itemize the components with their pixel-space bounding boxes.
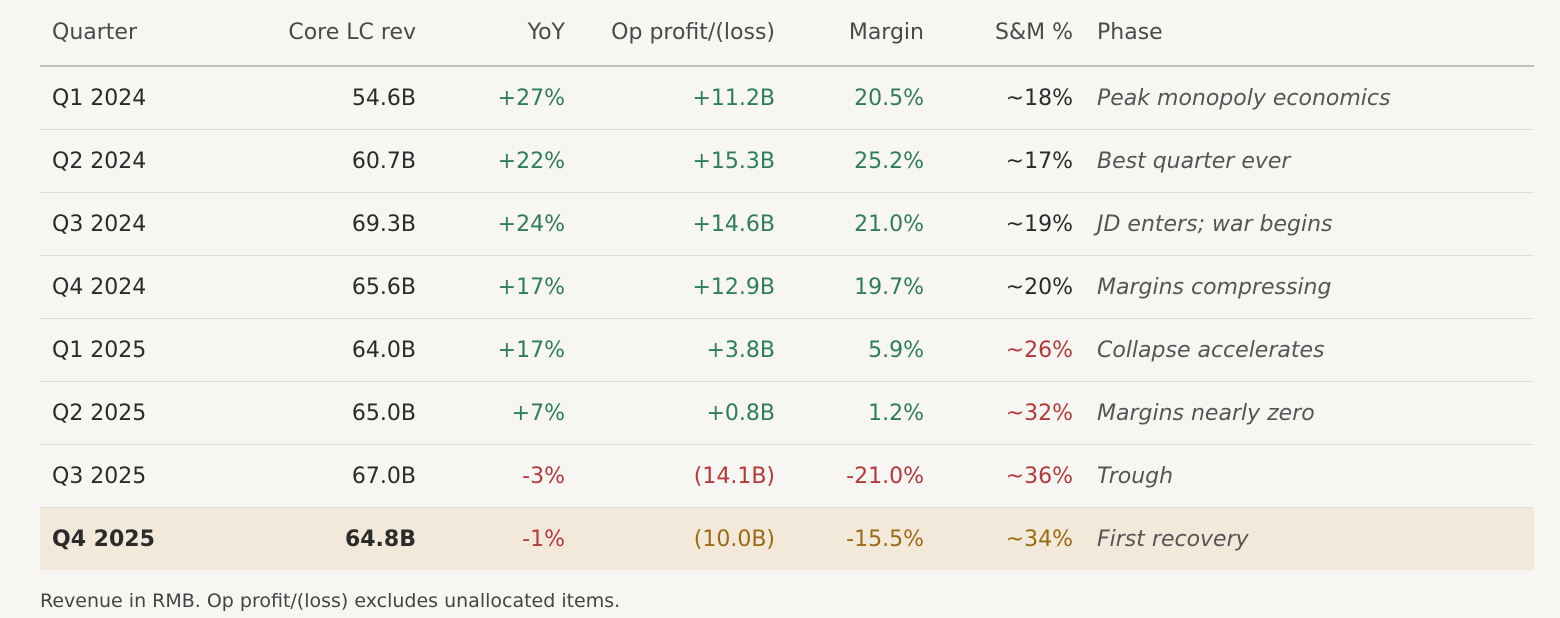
cell-quarter: Q3 2024 — [40, 192, 190, 256]
table-row: Q4 2024 65.6B +17% +12.9B 19.7% ~20% Mar… — [40, 255, 1534, 319]
table-row: Q2 2024 60.7B +22% +15.3B 25.2% ~17% Bes… — [40, 129, 1534, 193]
cell-quarter: Q1 2024 — [40, 66, 190, 130]
table-row: Q1 2024 54.6B +27% +11.2B 20.5% ~18% Pea… — [40, 66, 1534, 130]
cell-phase: First recovery — [1073, 507, 1534, 570]
cell-margin: -21.0% — [775, 444, 924, 508]
cell-quarter: Q4 2024 — [40, 255, 190, 319]
cell-revenue: 64.0B — [190, 318, 416, 382]
header-sm-pct: S&M % — [924, 0, 1073, 67]
cell-quarter: Q2 2025 — [40, 381, 190, 445]
cell-op-profit: +11.2B — [565, 66, 775, 130]
table-header-row: Quarter Core LC rev YoY Op profit/(loss)… — [40, 0, 1534, 67]
cell-op-profit: +14.6B — [565, 192, 775, 256]
cell-sm-pct: ~32% — [924, 381, 1073, 445]
quarterly-results-table: Quarter Core LC rev YoY Op profit/(loss)… — [40, 0, 1534, 570]
header-margin: Margin — [775, 0, 924, 67]
cell-phase: Margins compressing — [1073, 255, 1534, 319]
cell-yoy: -3% — [416, 444, 565, 508]
table-row: Q1 2025 64.0B +17% +3.8B 5.9% ~26% Colla… — [40, 318, 1534, 382]
cell-sm-pct: ~18% — [924, 66, 1073, 130]
cell-yoy: +17% — [416, 255, 565, 319]
header-revenue: Core LC rev — [190, 0, 416, 67]
header-yoy: YoY — [416, 0, 565, 67]
cell-phase: Best quarter ever — [1073, 129, 1534, 193]
cell-sm-pct: ~36% — [924, 444, 1073, 508]
cell-quarter: Q2 2024 — [40, 129, 190, 193]
cell-quarter: Q3 2025 — [40, 444, 190, 508]
header-op-profit: Op profit/(loss) — [565, 0, 775, 67]
cell-op-profit: +15.3B — [565, 129, 775, 193]
table-row: Q3 2025 67.0B -3% (14.1B) -21.0% ~36% Tr… — [40, 444, 1534, 508]
cell-phase: Collapse accelerates — [1073, 318, 1534, 382]
cell-op-profit: +3.8B — [565, 318, 775, 382]
cell-revenue: 54.6B — [190, 66, 416, 130]
cell-margin: 25.2% — [775, 129, 924, 193]
cell-yoy: +22% — [416, 129, 565, 193]
cell-yoy: +17% — [416, 318, 565, 382]
cell-yoy: +7% — [416, 381, 565, 445]
cell-phase: JD enters; war begins — [1073, 192, 1534, 256]
cell-yoy: +24% — [416, 192, 565, 256]
cell-op-profit: +12.9B — [565, 255, 775, 319]
cell-sm-pct: ~19% — [924, 192, 1073, 256]
table-footnote: Revenue in RMB. Op profit/(loss) exclude… — [40, 590, 621, 612]
cell-margin: 5.9% — [775, 318, 924, 382]
cell-quarter: Q1 2025 — [40, 318, 190, 382]
cell-phase: Trough — [1073, 444, 1534, 508]
cell-margin: 19.7% — [775, 255, 924, 319]
cell-sm-pct: ~26% — [924, 318, 1073, 382]
cell-op-profit: (14.1B) — [565, 444, 775, 508]
table-row-highlighted: Q4 2025 64.8B -1% (10.0B) -15.5% ~34% Fi… — [40, 507, 1534, 570]
cell-margin: 20.5% — [775, 66, 924, 130]
cell-sm-pct: ~34% — [924, 507, 1073, 570]
cell-margin: 1.2% — [775, 381, 924, 445]
cell-revenue: 67.0B — [190, 444, 416, 508]
cell-op-profit: +0.8B — [565, 381, 775, 445]
cell-revenue: 64.8B — [190, 507, 416, 570]
cell-quarter: Q4 2025 — [40, 507, 190, 570]
cell-sm-pct: ~20% — [924, 255, 1073, 319]
header-phase: Phase — [1073, 0, 1534, 67]
cell-phase: Peak monopoly economics — [1073, 66, 1534, 130]
cell-yoy: +27% — [416, 66, 565, 130]
cell-revenue: 60.7B — [190, 129, 416, 193]
cell-op-profit: (10.0B) — [565, 507, 775, 570]
cell-revenue: 65.0B — [190, 381, 416, 445]
cell-phase: Margins nearly zero — [1073, 381, 1534, 445]
cell-yoy: -1% — [416, 507, 565, 570]
cell-margin: 21.0% — [775, 192, 924, 256]
cell-margin: -15.5% — [775, 507, 924, 570]
cell-revenue: 69.3B — [190, 192, 416, 256]
cell-sm-pct: ~17% — [924, 129, 1073, 193]
table-row: Q3 2024 69.3B +24% +14.6B 21.0% ~19% JD … — [40, 192, 1534, 256]
table-row: Q2 2025 65.0B +7% +0.8B 1.2% ~32% Margin… — [40, 381, 1534, 445]
header-quarter: Quarter — [40, 0, 190, 67]
cell-revenue: 65.6B — [190, 255, 416, 319]
